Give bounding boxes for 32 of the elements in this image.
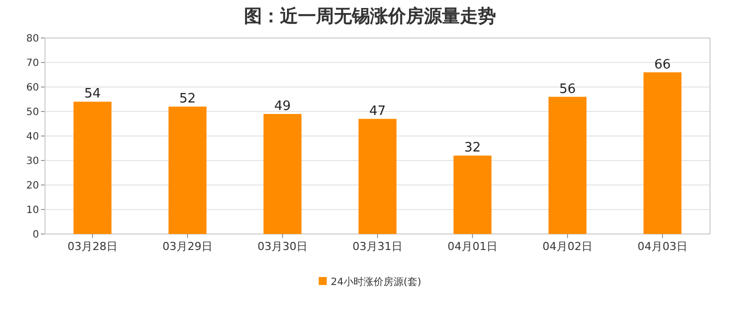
data-label: 56 [559,82,576,97]
bar [358,118,396,234]
data-label: 32 [464,140,481,156]
y-tick-label: 50 [26,107,39,118]
bar [168,106,206,234]
bar [264,114,302,234]
y-tick-label: 70 [26,58,39,69]
y-tick-label: 20 [26,180,39,192]
x-tick-label: 03月31日 [352,240,402,253]
y-tick-label: 60 [26,82,39,94]
bar [644,72,682,234]
chart-title: 图：近一周无锡涨价房源量走势 [244,6,496,27]
y-tick-label: 80 [26,34,39,44]
data-label: 54 [84,86,101,102]
y-tick-label: 40 [26,132,39,142]
x-tick-label: 04月02日 [542,240,592,253]
data-label: 52 [179,92,196,107]
y-tick-label: 30 [26,156,39,167]
legend-label: 24小时涨价房源(套) [330,276,422,288]
x-tick-label: 03月28日 [68,240,118,253]
data-label: 49 [274,98,291,114]
data-label: 66 [654,57,671,72]
bar [548,96,586,234]
x-tick-label: 03月29日 [162,240,212,253]
x-tick-label: 04月03日 [638,240,688,253]
bar [454,156,492,234]
x-tick-label: 04月01日 [448,240,498,253]
data-label: 47 [369,104,386,119]
y-tick-label: 10 [26,205,39,216]
y-tick-label: 0 [32,230,39,240]
bar [74,102,112,234]
x-tick-label: 03月30日 [258,240,308,253]
